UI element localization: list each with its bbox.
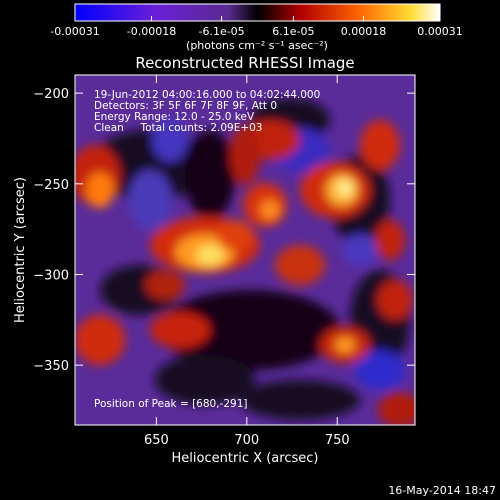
colorbar-tick-label: -0.00018 — [127, 25, 176, 38]
x-tick-label: 700 — [234, 433, 259, 448]
x-tick-label: 750 — [325, 433, 350, 448]
emission-blob — [217, 220, 253, 250]
emission-blob — [337, 180, 353, 196]
y-axis-label: Heliocentric Y (arcsec) — [13, 177, 28, 323]
emission-blob — [375, 220, 405, 260]
colorbar-tick-label: -0.00031 — [50, 25, 99, 38]
info-line-detectors: Detectors: 3F 5F 6F 7F 8F 9F, Att 0 — [94, 100, 277, 112]
plot-title: Reconstructed RHESSI Image — [135, 54, 354, 72]
x-axis-ticks: 650 700 750 — [144, 75, 350, 448]
emission-blob — [150, 312, 210, 348]
footer-timestamp: 16-May-2014 18:47 — [388, 484, 496, 497]
y-tick-label: −350 — [33, 359, 69, 374]
emission-blob — [378, 392, 415, 425]
emission-blob — [128, 170, 172, 230]
emission-blob — [335, 337, 355, 353]
colorbar-tick-label: 0.00031 — [417, 25, 463, 38]
emission-blob — [152, 118, 188, 162]
colorbar — [74, 3, 441, 22]
emission-blob — [342, 234, 378, 266]
emission-blob — [160, 290, 340, 370]
emission-blob — [75, 315, 125, 365]
info-block: 19-Jun-2012 04:00:16.000 to 04:02:44.000… — [94, 89, 320, 134]
x-axis-label: Heliocentric X (arcsec) — [172, 451, 319, 466]
emission-blob — [377, 280, 413, 320]
emission-blob — [275, 245, 325, 285]
colorbar-tick-label: 0.00018 — [341, 25, 387, 38]
solar-image — [75, 75, 415, 425]
info-line-counts: Clean Total counts: 2.09E+03 — [94, 122, 263, 134]
info-line-time: 19-Jun-2012 04:00:16.000 to 04:02:44.000 — [94, 89, 320, 101]
colorbar-tick-label: -6.1e-05 — [198, 25, 244, 38]
emission-blob — [230, 125, 260, 185]
y-tick-label: −250 — [33, 178, 69, 193]
emission-blob — [240, 380, 360, 420]
peak-position-label: Position of Peak = [680,-291] — [94, 398, 248, 410]
emission-blob — [185, 130, 235, 220]
y-axis-ticks: −200 −250 −300 −350 — [33, 87, 415, 374]
colorbar-tick-label: 6.1e-05 — [272, 25, 314, 38]
info-line-energy: Energy Range: 12.0 - 25.0 keV — [94, 111, 255, 123]
emission-blob — [260, 200, 280, 220]
emission-blob — [196, 245, 224, 265]
emission-blob — [355, 350, 405, 390]
emission-blob — [360, 120, 400, 170]
x-tick-label: 650 — [144, 433, 169, 448]
emission-blob — [155, 355, 255, 405]
y-tick-label: −300 — [33, 268, 69, 283]
plot-frame — [74, 74, 416, 426]
y-tick-label: −200 — [33, 87, 69, 102]
emission-blob — [86, 172, 114, 208]
colorbar-ticks: -0.00031 -0.00018 -6.1e-05 6.1e-05 0.00018 0.… — [50, 16, 463, 38]
colorbar-unit-label: (photons cm⁻² s⁻¹ asec⁻²) — [186, 39, 328, 52]
emission-blob — [145, 270, 185, 300]
